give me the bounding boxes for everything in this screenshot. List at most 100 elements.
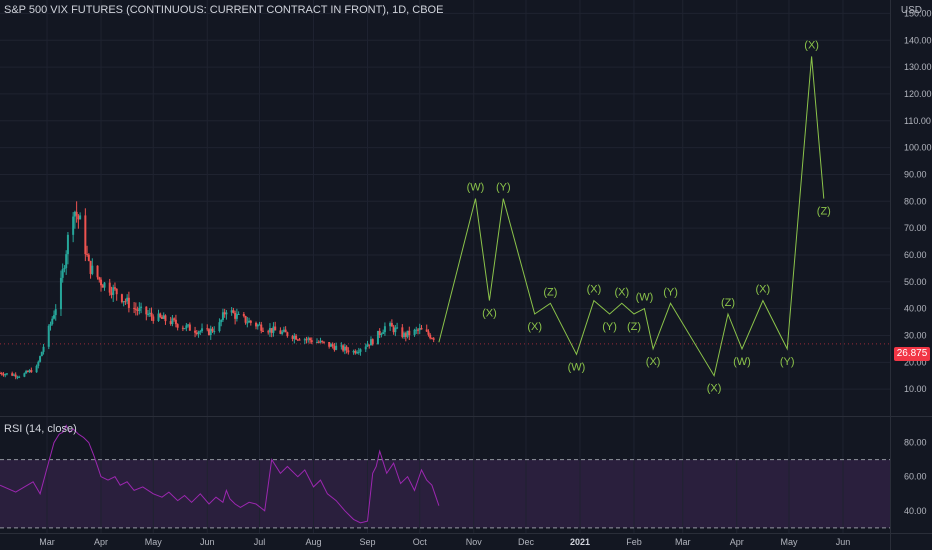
wave-label: (Z) <box>543 286 557 298</box>
candle-body <box>140 306 143 308</box>
time-axis[interactable]: Mar Apr May Jun Jul Aug Sep Oct Nov Dec 2021 Feb Mar… <box>39 537 850 547</box>
candle-body <box>91 265 94 274</box>
candle-body <box>124 301 127 303</box>
candle-body <box>317 342 320 344</box>
candle-body <box>35 365 38 373</box>
candle-body <box>291 336 294 339</box>
rsi-tick-label: 40.00 <box>904 506 927 516</box>
candle-body <box>413 329 416 336</box>
candle-body <box>11 373 14 376</box>
wave-label: (Y) <box>780 356 795 368</box>
candle-body <box>176 324 179 328</box>
candle-body <box>159 313 162 317</box>
candle-body <box>213 331 216 333</box>
candle-body <box>331 344 334 347</box>
candle-body <box>183 328 186 330</box>
candle-body <box>408 330 411 336</box>
time-tick-label: May <box>780 537 798 547</box>
candle-body <box>246 322 249 324</box>
candle-body <box>369 339 372 346</box>
price-tick-label: 50.00 <box>904 277 927 287</box>
wave-label: (X) <box>527 321 542 333</box>
candle-body <box>209 328 212 336</box>
wave-label: (Y) <box>496 182 511 194</box>
candle-body <box>187 324 190 326</box>
candle-body <box>133 307 136 309</box>
candle-body <box>417 329 420 331</box>
price-tick-label: 80.00 <box>904 196 927 206</box>
candle-body <box>432 338 435 340</box>
time-tick-label: Apr <box>730 537 744 547</box>
rsi-axis[interactable]: 80.00 60.00 40.00 <box>904 438 927 516</box>
candle-body <box>321 340 324 342</box>
candle-body <box>218 322 221 332</box>
price-tick-label: 20.00 <box>904 357 927 367</box>
time-tick-label: Jun <box>200 537 215 547</box>
candle-body <box>415 329 418 331</box>
candle-body <box>152 316 155 321</box>
candle-body <box>65 254 68 269</box>
candle-body <box>315 342 318 344</box>
candle-body <box>394 327 397 333</box>
candle-body <box>429 334 432 339</box>
candle-body <box>256 324 259 327</box>
wave-label: (X) <box>707 383 722 395</box>
candle-body <box>96 265 99 278</box>
time-tick-label: Nov <box>466 537 483 547</box>
elliott-projection: (W) (X) (Y) (X) (Z) (W) (X) (Y) (X) (Z) (W) (X) (Y) (… <box>438 39 831 395</box>
candle-body <box>309 338 312 341</box>
candle-body <box>279 330 282 334</box>
candle-body <box>347 350 350 353</box>
candle-body <box>328 341 331 347</box>
price-tick-label: 100.00 <box>904 143 932 153</box>
candle-body <box>293 335 296 339</box>
candle-body <box>79 215 82 220</box>
wave-label: (X) <box>482 308 497 320</box>
wave-label: (W) <box>636 292 654 304</box>
candle-body <box>4 374 7 376</box>
candle-body <box>108 282 111 293</box>
candle-body <box>127 297 130 308</box>
candle-body <box>286 332 289 337</box>
price-axis[interactable]: 10.00 20.00 30.00 40.00 50.00 60.00 70.00 80.00… <box>904 8 932 394</box>
rsi-line <box>0 424 440 524</box>
candle-body <box>136 309 139 311</box>
last-price-badge: 26.875 <box>894 347 930 361</box>
candle-body <box>244 316 247 323</box>
candle-body <box>89 260 92 274</box>
candle-body <box>255 322 258 327</box>
candle-body <box>101 285 104 288</box>
price-tick-label: 150.00 <box>904 8 932 18</box>
candle-body <box>396 327 399 329</box>
candle-body <box>110 292 113 295</box>
candle-body <box>383 326 386 333</box>
wave-label: (W) <box>733 356 751 368</box>
grid <box>0 0 890 533</box>
candle-body <box>425 329 428 332</box>
candle-body <box>274 326 277 331</box>
wave-label: (W) <box>467 182 485 194</box>
candle-body <box>12 374 15 376</box>
candle-body <box>138 307 141 311</box>
candle-body <box>98 277 101 280</box>
candle-body <box>230 310 233 313</box>
candle-body <box>112 287 115 295</box>
candle-body <box>28 370 31 372</box>
candle-body <box>84 215 87 255</box>
candle-body <box>368 344 371 346</box>
candle-body <box>162 315 165 319</box>
candle-body <box>134 308 137 310</box>
wave-label: (X) <box>646 356 661 368</box>
candle-body <box>206 328 209 330</box>
wave-label: (W) <box>568 361 586 373</box>
candle-body <box>354 351 357 354</box>
price-tick-label: 10.00 <box>904 384 927 394</box>
wave-label: (X) <box>587 284 602 296</box>
candle-body <box>310 340 313 343</box>
time-tick-label: Aug <box>305 537 321 547</box>
candle-body <box>148 312 151 314</box>
candle-body <box>52 315 55 319</box>
candle-body <box>376 330 379 345</box>
time-tick-label: Jul <box>254 537 266 547</box>
